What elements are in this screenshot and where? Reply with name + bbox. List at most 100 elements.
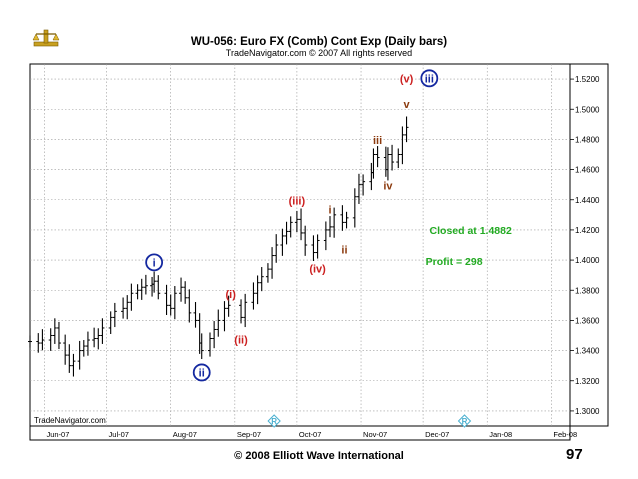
- price-bar: [71, 353, 76, 377]
- y-tick-label: 1.3600: [575, 316, 600, 325]
- price-bar: [239, 299, 244, 324]
- price-bar: [222, 301, 227, 332]
- price-bar: [28, 335, 32, 348]
- price-bar: [251, 282, 256, 310]
- y-tick-label: 1.3000: [575, 407, 600, 416]
- x-tick-label: Feb-08: [553, 430, 577, 439]
- date-axis-ticks: Jun-07 Jul-07 Aug-07 Sep-07 Oct-07 Nov-07 Dec-…: [46, 430, 577, 439]
- price-bar: [255, 275, 260, 305]
- x-tick-label: Aug-07: [173, 430, 197, 439]
- annotation-text: Closed at 1.4882: [430, 225, 512, 237]
- svg-text:R: R: [271, 417, 277, 426]
- logo-icon: [32, 29, 60, 47]
- price-bar: [112, 302, 117, 328]
- price-bar: [344, 211, 349, 229]
- y-tick-label: 1.3200: [575, 377, 600, 386]
- price-bar: [77, 340, 82, 370]
- chart-frame: [29, 63, 571, 427]
- wave-label: iv: [383, 180, 393, 192]
- chart-watermark: TradeNavigator.com: [34, 416, 106, 425]
- x-tick-label: Jul-07: [109, 430, 129, 439]
- price-bar: [259, 267, 264, 292]
- price-bar: [400, 126, 405, 165]
- y-tick-label: 1.4600: [575, 166, 600, 175]
- y-tick-label: 1.4200: [575, 226, 600, 235]
- price-bar: [100, 318, 105, 344]
- price-bar: [92, 327, 97, 348]
- price-bar: [274, 234, 279, 263]
- wave-label-circle: [420, 69, 439, 88]
- price-bar: [311, 235, 316, 261]
- wave-label: i: [153, 257, 156, 269]
- price-bar: [121, 297, 126, 319]
- wave-label: ii: [199, 367, 205, 379]
- x-tick-label: Oct-07: [299, 430, 322, 439]
- price-bar: [243, 293, 248, 328]
- price-bar: [303, 225, 308, 256]
- price-bar: [226, 295, 231, 317]
- price-bar: [152, 271, 157, 293]
- price-bar: [284, 221, 289, 245]
- wave-label: (v): [400, 73, 414, 85]
- wave-label-circle: [145, 253, 164, 272]
- price-bar: [270, 247, 275, 279]
- x-tick-label: Dec-07: [425, 430, 449, 439]
- price-bar: [52, 318, 57, 344]
- price-bar: [172, 286, 177, 320]
- price-bar: [315, 234, 320, 259]
- x-tick-label: Jan-08: [489, 430, 512, 439]
- y-tick-label: 1.4000: [575, 256, 600, 265]
- y-tick-label: 1.4400: [575, 196, 600, 205]
- price-axis-frame: [569, 63, 609, 427]
- x-tick-label: Sep-07: [237, 430, 261, 439]
- y-tick-label: 1.5000: [575, 105, 600, 114]
- price-bar: [168, 294, 173, 316]
- price-bar: [187, 289, 192, 323]
- price-bar: [396, 148, 401, 169]
- price-bar: [299, 208, 304, 241]
- price-bar: [375, 146, 380, 168]
- wave-label: iii: [425, 73, 434, 85]
- price-bar: [63, 334, 68, 365]
- price-bar: [328, 216, 332, 238]
- price-bar: [125, 295, 130, 320]
- price-bar: [199, 333, 204, 360]
- rollover-marker-icon: R: [267, 414, 281, 428]
- annotation-text: Profit = 298: [426, 256, 483, 268]
- annotations: Closed at 1.4882 Profit = 298: [426, 225, 512, 268]
- price-bar: [361, 174, 366, 196]
- y-tick-label: 1.4800: [575, 135, 600, 144]
- chart-title: WU-056: Euro FX (Comb) Cont Exp (Daily b…: [191, 36, 447, 48]
- chart-subtitle: TradeNavigator.com © 2007 All rights res…: [226, 48, 412, 58]
- svg-text:R: R: [462, 417, 468, 426]
- x-tick-label: Jun-07: [46, 430, 69, 439]
- price-bar: [212, 321, 217, 349]
- price-bar: [67, 344, 72, 373]
- price-bar: [96, 328, 101, 350]
- price-bar: [352, 188, 357, 228]
- wave-label: ii: [341, 245, 347, 257]
- price-bar: [385, 147, 390, 181]
- price-bar: [280, 228, 285, 256]
- price-bar: [143, 274, 148, 295]
- wave-label: v: [403, 99, 410, 111]
- y-tick-label: 1.3400: [575, 347, 600, 356]
- price-bar: [265, 263, 270, 283]
- wave-label: (i): [225, 289, 236, 301]
- x-tick-label: Nov-07: [363, 430, 387, 439]
- price-bar: [294, 210, 299, 233]
- price-bar: [36, 333, 41, 353]
- price-bar: [179, 277, 184, 302]
- price-bar: [85, 331, 90, 356]
- price-bar: [56, 321, 61, 350]
- price-bar: [108, 311, 113, 334]
- price-bar: [288, 216, 293, 238]
- price-bar: [135, 284, 140, 300]
- wave-label: (ii): [234, 334, 248, 346]
- price-bar: [371, 148, 376, 179]
- price-bar: [183, 281, 188, 304]
- wave-label: (iv): [309, 263, 326, 275]
